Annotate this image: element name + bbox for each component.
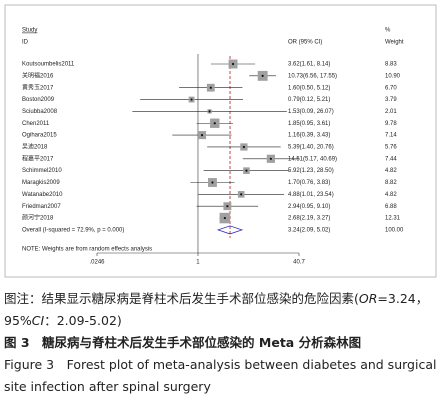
point-estimate: [226, 205, 229, 208]
point-estimate: [223, 216, 226, 220]
note-text: OR: [358, 291, 378, 306]
header-id: ID: [22, 40, 29, 46]
point-estimate: [261, 74, 264, 77]
header-study: Study: [22, 28, 37, 34]
weight-label: 3.79: [385, 97, 397, 103]
point-estimate: [208, 110, 211, 113]
weight-label: 6.88: [385, 204, 397, 210]
overall-diamond: [216, 225, 244, 235]
study-name: 颜河宁2018: [22, 214, 54, 222]
study-name: 程嘉平2017: [22, 154, 54, 162]
ci-label: 0.79(0.12, 5.21): [288, 97, 330, 103]
weight-label: 100.00: [385, 227, 404, 233]
ci-label: 10.73(6.56, 17.55): [288, 73, 337, 79]
study-name: Boston2009: [22, 97, 55, 103]
weight-label: 10.90: [385, 73, 401, 79]
point-estimate: [209, 86, 212, 89]
note-text: =3.24，95%: [4, 291, 429, 328]
weight-label: 2.01: [385, 109, 397, 115]
weight-label: 8.82: [385, 180, 397, 186]
ci-label: 1.60(0.50, 5.12): [288, 85, 330, 91]
study-name: Koutsoumbelis2011: [22, 62, 75, 68]
weight-label: 8.83: [385, 62, 397, 68]
ci-label: 2.94(0.95, 9.10): [288, 204, 330, 210]
point-estimate: [242, 145, 245, 149]
ci-label: 2.68(2.19, 3.27): [288, 216, 330, 222]
caption-en: Figure 3 Forest plot of meta-analysis be…: [4, 357, 437, 394]
header-pct: %: [385, 28, 391, 34]
overall-name: Overall (I-squared = 72.9%, p = 0.000): [22, 227, 124, 233]
point-estimate: [231, 62, 235, 66]
weight-label: 7.14: [385, 133, 397, 139]
point-estimate: [269, 157, 272, 160]
study-name: Ogihara2015: [22, 133, 57, 139]
x-tick-label: 1: [196, 260, 200, 266]
ci-label: 3.62(1.61, 8.14): [288, 62, 330, 68]
x-tick-label: .0246: [89, 260, 105, 266]
ci-label: 1.16(0.39, 3.43): [288, 133, 330, 139]
ci-label: 5.39(1.40, 20.76): [288, 145, 334, 151]
point-estimate: [200, 134, 204, 137]
weight-label: 12.31: [385, 216, 401, 222]
point-estimate: [211, 181, 214, 184]
ci-label: 14.51(5.17, 40.69): [288, 156, 337, 162]
point-estimate: [213, 122, 216, 125]
study-name: 吴迪2018: [22, 143, 48, 151]
figure-note: 图注：结果显示糖尿病是脊柱术后发生手术部位感染的危险因素(OR=3.24，95%…: [4, 288, 438, 332]
caption-cn: 图 3 糖尿病与脊柱术后发生手术部位感染的 Meta 分析森林图: [4, 335, 362, 350]
study-name: Chen2011: [22, 121, 50, 127]
note-text: 图注：结果显示糖尿病是脊柱术后发生手术部位感染的危险因素(: [4, 291, 359, 306]
study-name: Schimmel2010: [22, 168, 62, 174]
ci-label: 1.85(0.95, 3.61): [288, 121, 330, 127]
ci-label: 5.92(1.23, 28.50): [288, 168, 334, 174]
study-name: Watanabe2010: [22, 192, 63, 198]
ci-label: 3.24(2.09, 5.02): [288, 227, 330, 233]
point-estimate: [240, 193, 243, 196]
study-name: Maragkis2009: [22, 180, 60, 186]
header-weight: Weight: [385, 40, 404, 46]
study-name: 关明福2016: [22, 71, 54, 79]
ci-label: 1.70(0.76, 3.83): [288, 180, 330, 186]
weight-label: 5.76: [385, 145, 397, 151]
ci-label: 4.88(1.01, 23.54): [288, 192, 334, 198]
point-estimate: [245, 169, 248, 172]
weight-label: 6.70: [385, 85, 397, 91]
study-name: Friedman2007: [22, 204, 61, 210]
study-name: Sciubba2008: [22, 109, 58, 115]
note-text: ：2.09-5.02): [44, 313, 122, 328]
weight-label: 7.44: [385, 156, 397, 162]
study-name: 黄秀玉2017: [22, 83, 54, 91]
header-ci: OR (95% CI): [288, 40, 322, 46]
weight-label: 4.82: [385, 168, 397, 174]
weight-label: 4.82: [385, 192, 397, 198]
note-text: CI: [31, 313, 45, 328]
x-tick-label: 40.7: [293, 260, 305, 266]
ci-label: 1.53(0.09, 26.07): [288, 109, 334, 115]
figure-border: [4, 4, 437, 278]
forest-plot: Study ID OR (95% CI) % Weight NOTE: Weig…: [4, 4, 437, 278]
note: NOTE: Weights are from random effects an…: [22, 247, 152, 253]
point-estimate: [190, 98, 193, 101]
weight-label: 9.78: [385, 121, 397, 127]
